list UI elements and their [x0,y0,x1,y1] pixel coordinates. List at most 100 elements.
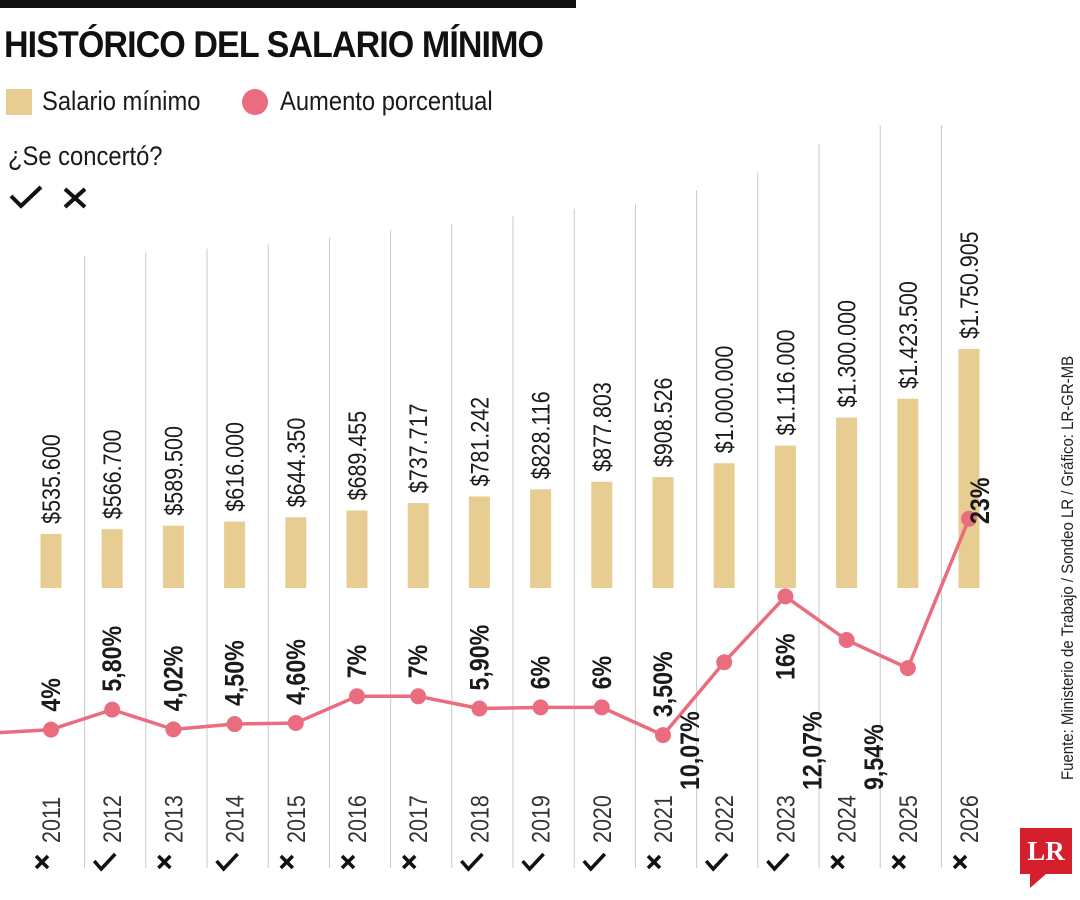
increase-point [593,699,610,716]
cross-stroke [340,854,356,870]
year-label: 2019 [527,795,555,843]
salary-value-label: $828.116 [527,391,555,479]
legend-increase-dot [242,89,268,115]
increase-value-label: 4,50% [220,640,250,706]
check-icon [521,852,545,872]
increase-point [287,714,304,731]
cross-icon [952,854,968,870]
year-label: 2014 [221,795,249,843]
increase-point [838,632,855,649]
salary-value-label: $535.600 [37,434,65,524]
salary-bar [407,503,429,588]
salary-value-label: $589.500 [160,426,188,516]
increase-point [716,654,733,671]
salary-bar [530,489,552,588]
year-label: 2026 [955,795,983,843]
year-label: 2015 [282,795,310,843]
year-label: 2017 [405,795,433,843]
increase-value-label: 23% [965,478,995,524]
year-label: 2021 [649,795,677,843]
check-stroke [460,852,484,872]
check-stroke [215,852,239,872]
cross-stroke [646,854,662,870]
chart-title: HISTÓRICO DEL SALARIO MÍNIMO [4,24,544,65]
check-icon [215,852,239,872]
increase-point [655,727,671,744]
salary-bar [591,481,613,588]
increase-value-label: 4,02% [159,646,189,712]
year-label: 2022 [711,795,739,843]
salary-bar [162,525,184,588]
salary-value-label: $737.717 [405,404,433,494]
cross-stroke [279,854,295,870]
increase-value-label: 6% [526,656,556,690]
cross-icon [34,854,50,870]
cross-icon [891,854,907,870]
increase-point [899,660,916,677]
check-icon [9,185,43,209]
increase-point [471,700,488,717]
salary-bar [774,445,796,588]
increase-point [777,588,794,605]
year-label: 2024 [833,795,861,843]
cross-stroke [891,854,907,870]
increase-point [410,688,427,705]
salary-value-label: $877.803 [588,382,616,472]
cross-stroke [401,854,417,870]
year-label: 2016 [343,795,371,843]
year-label: 2023 [772,795,800,843]
year-label: 2025 [894,795,922,843]
legend-salary-swatch [6,89,32,115]
logo-text: LR [1027,836,1065,866]
salary-bar [346,510,368,588]
check-stroke [92,852,117,872]
increase-value-label: 4% [36,678,66,712]
cross-icon [646,854,662,870]
increase-value-label: 5,80% [98,626,128,692]
salary-bar [713,463,735,588]
cross-icon [279,854,295,870]
check-icon [582,852,607,872]
check-stroke [766,852,790,872]
increase-point [43,721,59,738]
year-label: 2018 [466,795,494,843]
increase-value-label: 9,54% [859,724,889,790]
year-label: 2011 [37,797,65,843]
salary-bar [836,417,858,588]
cross-stroke [830,854,845,870]
cross-stroke [34,854,50,870]
salary-value-label: $1.300.000 [833,300,861,408]
salary-value-label: $1.750.905 [955,231,983,339]
source-note: Fuente: Ministerio de Trabajo / Sondeo L… [1058,355,1077,780]
cross-icon [157,854,172,870]
salary-value-label: $689.455 [343,411,371,501]
increase-value-label: 7% [404,645,434,679]
increase-point [104,701,121,718]
salary-value-label: $1.116.000 [772,330,800,436]
cross-icon [340,854,356,870]
salary-value-label: $566.700 [99,429,127,519]
increase-value-label: 16% [771,634,801,680]
salary-value-label: $616.000 [221,422,249,512]
lr-logo: LR [1020,828,1072,888]
salary-bar [468,496,490,588]
cross-icon [63,187,87,209]
salary-bar [285,517,307,588]
salary-value-label: $781.242 [466,397,494,487]
top-rule [0,0,576,8]
check-icon [460,852,484,872]
year-label: 2013 [160,795,188,843]
check-stroke [582,852,607,872]
salary-value-label: $908.526 [649,378,677,468]
check-stroke [521,852,545,872]
salary-bar [40,533,62,588]
salary-bar [652,477,674,588]
legend-salary-label: Salario mínimo [42,86,201,116]
check-icon [766,852,790,872]
increase-value-label: 5,90% [465,625,495,691]
salary-bar [897,398,919,588]
check-stroke [704,852,729,872]
legend-increase-label: Aumento porcentual [280,86,493,116]
increase-value-label: 4,60% [281,639,311,705]
increase-value-label: 10,07% [676,711,706,790]
